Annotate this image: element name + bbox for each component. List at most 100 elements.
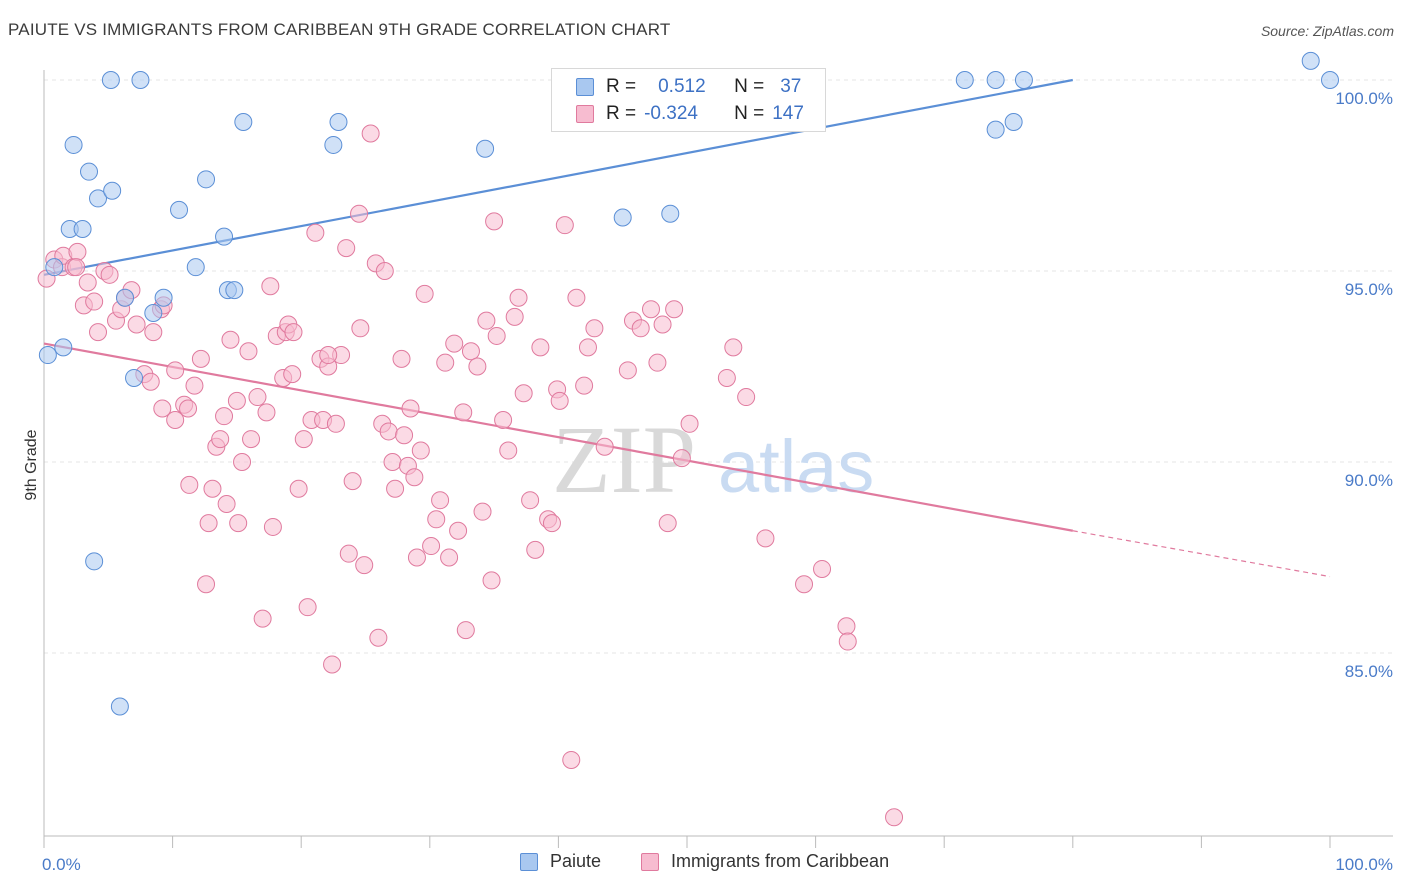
data-point [298,598,317,617]
stats-legend: R = 0.512 N = 37 R = -0.324 N = 147 [551,68,826,132]
data-point [306,223,325,242]
data-point [756,529,775,548]
data-point [955,71,974,89]
data-point [838,632,857,651]
data-point [407,548,426,567]
data-point [648,353,667,372]
data-point [131,71,150,89]
data-point [1004,113,1023,132]
data-point [283,365,302,384]
data-point [324,135,343,154]
trend-line [43,342,1073,532]
data-point [986,120,1005,139]
axes [43,70,1393,848]
data-point [795,575,814,594]
data-point [180,475,199,494]
data-point [456,621,475,640]
watermark: ZIP atlas [552,406,874,513]
data-point [141,372,160,391]
data-point [641,300,660,319]
data-point [89,189,108,208]
data-point [575,376,594,395]
legend-item-caribbean: Immigrants from Caribbean [641,851,889,872]
data-point [261,277,280,296]
data-point [1301,51,1320,70]
data-point [227,391,246,410]
data-point [100,265,119,284]
data-point [170,200,189,219]
data-point [986,71,1005,89]
data-point [85,552,104,571]
data-point [665,300,684,319]
data-point [476,139,495,158]
legend-row-paiute: R = 0.512 N = 37 [576,74,801,100]
x-tick-label: 0.0% [42,855,81,874]
data-point [67,258,86,277]
watermark-zip: ZIP [552,406,696,513]
data-point [343,472,362,491]
data-point [191,349,210,368]
legend-label-paiute: Paiute [550,851,602,871]
data-point [361,124,380,143]
data-point [717,368,736,387]
data-point [68,242,87,261]
data-point [653,315,672,334]
data-point [153,399,172,418]
legend-n-label: N = [734,76,765,97]
legend-swatch-caribbean [576,105,594,123]
chart-title: PAIUTE VS IMMIGRANTS FROM CARIBBEAN 9TH … [8,20,671,39]
data-point [578,338,597,357]
data-point [351,319,370,338]
legend-n-label: N = [734,103,765,124]
data-point [672,449,691,468]
y-tick-label: 85.0% [1345,662,1393,681]
data-point [248,388,267,407]
data-point [454,403,473,422]
data-point [737,388,756,407]
data-point [350,204,369,223]
data-point [185,376,204,395]
data-point [680,414,699,433]
data-point [521,491,540,510]
data-point [217,495,236,514]
data-point [45,258,64,277]
x-tick-label: 100.0% [1335,855,1393,874]
trend-lines [43,78,1331,578]
watermark-atlas: atlas [718,425,874,508]
data-point [422,537,441,556]
data-point [127,315,146,334]
data-point [54,338,73,357]
data-point [199,514,218,533]
data-point [144,323,163,342]
data-point [631,319,650,338]
data-point [542,514,561,533]
data-point [289,479,308,498]
tick-labels: 85.0% 90.0% 95.0% 100.0% 0.0% 100.0% [42,89,1393,874]
data-point [585,319,604,338]
data-point [379,422,398,441]
data-point [211,430,230,449]
data-point [509,288,528,307]
data-point [658,514,677,533]
data-point [618,361,637,380]
y-tick-label: 95.0% [1345,280,1393,299]
data-point [89,323,108,342]
data-point [567,288,586,307]
data-point [440,548,459,567]
data-point [116,288,135,307]
data-point [144,304,163,323]
data-point [263,517,282,536]
data-point [383,453,402,471]
data-point [125,368,144,387]
data-point [257,403,276,422]
data-point [395,426,414,445]
data-point [329,113,348,132]
source-label: Source: ZipAtlas.com [1260,23,1394,39]
data-point [73,219,92,238]
data-point [215,227,234,246]
data-point [337,239,356,258]
data-point [1321,71,1339,89]
data-point [78,273,97,292]
data-point [179,399,198,418]
